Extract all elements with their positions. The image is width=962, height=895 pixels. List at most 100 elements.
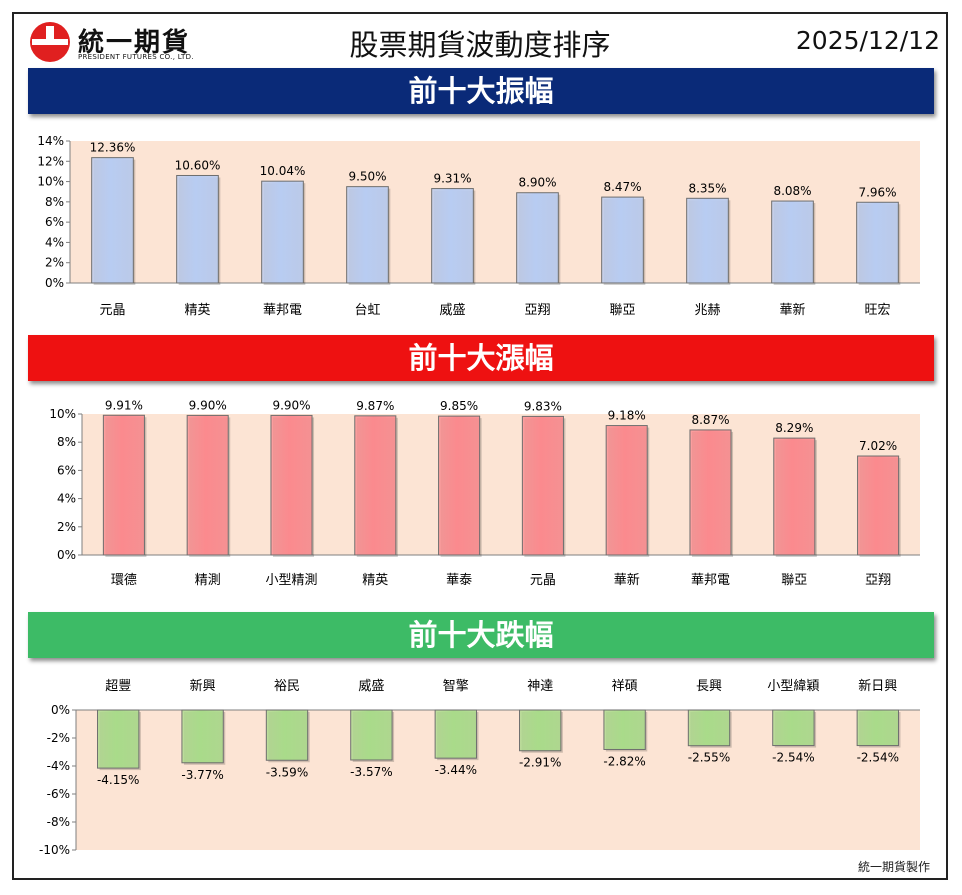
category-label: 精英 [184,303,210,318]
data-label: 9.85% [440,399,478,413]
loss-section-banner: 前十大跌幅 [28,612,934,658]
bar-loss-1 [181,709,224,764]
bar-range-0 [91,157,134,284]
bar-range-9 [856,201,899,284]
category-label: 旺宏 [864,303,890,318]
category-label: 華泰 [446,573,472,588]
gain-chart: 0% 2% 4% 6% 8% 10% 9.91% 環德 9.90% 精測 9.90% 小型精測 9.87… [49,398,920,588]
bar-range-1 [176,174,219,284]
page-title: 股票期貨波動度排序 [349,28,611,62]
category-label: 環德 [111,573,137,588]
data-label: -2.82% [603,754,645,768]
category-label: 威盛 [358,679,384,694]
y-tick-label: -2% [47,731,70,745]
y-tick-label: 14% [37,134,64,148]
data-label: 10.60% [175,158,221,172]
category-label: 新興 [190,678,216,694]
category-label: 小型緯穎 [767,679,819,694]
report-date: 2025/12/12 [795,26,940,55]
bar-gain-6 [605,425,648,556]
data-label: 10.04% [260,164,306,178]
y-tick-label: 0% [57,548,76,562]
category-label: 兆赫 [694,303,720,318]
y-tick-label: 4% [57,492,76,506]
bar-gain-3 [354,415,397,556]
category-label: 威盛 [439,303,465,318]
data-label: 7.96% [858,185,896,199]
category-label: 華新 [614,572,640,588]
category-label: 智擎 [443,679,469,694]
category-label: 長興 [696,679,722,694]
logo-chinese-name: 統一期貨 [78,28,191,58]
data-label: -3.77% [181,768,223,782]
logo-english-name: PRESIDENT FUTURES CO., LTD. [78,53,194,61]
y-tick-label: 8% [57,435,76,449]
data-label: -3.44% [435,763,477,777]
category-label: 神達 [527,679,553,694]
data-label: 8.47% [603,180,641,194]
data-label: 8.87% [691,413,729,427]
gain-section-banner: 前十大漲幅 [28,335,934,381]
bar-gain-7 [689,429,732,556]
bar-loss-3 [350,709,393,761]
data-label: -2.54% [772,751,814,765]
data-label: 8.29% [775,421,813,435]
data-label: 9.91% [105,398,143,412]
company-logo: 統一期貨 PRESIDENT FUTURES CO., LTD. [28,20,228,64]
category-label: 華邦電 [691,573,730,588]
category-label: 華新 [779,302,805,318]
bar-range-5 [516,192,559,284]
category-label: 新日興 [858,678,897,694]
y-tick-label: 0% [45,276,64,290]
category-label: 小型精測 [265,573,317,588]
y-tick-label: -10% [39,843,70,857]
y-tick-label: 4% [45,235,64,249]
bar-gain-4 [438,415,481,556]
data-label: 9.18% [608,409,646,423]
data-label: 9.90% [189,398,227,412]
y-tick-label: 12% [37,154,64,168]
bar-gain-2 [270,414,313,556]
bar-gain-8 [773,437,816,556]
bar-range-8 [771,200,814,284]
y-tick-label: 10% [49,407,76,421]
y-tick-label: -6% [47,787,70,801]
y-tick-label: 6% [45,215,64,229]
bar-gain-0 [102,414,145,556]
category-label: 聯亞 [609,303,635,318]
report-frame [12,12,948,880]
data-label: -3.59% [266,765,308,779]
y-tick-label: 6% [57,463,76,477]
data-label: 9.50% [348,170,386,184]
y-tick-label: 2% [45,256,64,270]
bar-loss-0 [97,709,140,769]
bar-range-7 [686,197,729,284]
range-chart: 0% 2% 4% 6% 8% 10% 12% 14% 12.36% 元晶 10.60% 精英 10.04… [37,134,920,318]
category-label: 超豐 [105,679,131,694]
range-section-banner: 前十大振幅 [28,68,934,114]
bar-loss-4 [434,709,477,759]
bar-loss-7 [687,709,731,747]
logo-emblem-icon [30,22,70,62]
data-label: -2.55% [688,751,730,765]
data-label: 9.90% [272,398,310,412]
bar-gain-1 [186,414,229,556]
data-label: 12.36% [90,141,136,155]
bar-range-4 [431,188,474,284]
data-label: 9.83% [524,399,562,413]
data-label: -3.57% [350,765,392,779]
bar-gain-5 [521,415,564,556]
category-label: 裕民 [274,679,300,694]
category-label: 亞翔 [865,573,891,588]
bar-range-6 [601,196,644,284]
category-label: 元晶 [530,573,556,588]
category-label: 亞翔 [524,303,550,318]
y-tick-label: -8% [47,815,70,829]
y-tick-label: 8% [45,195,64,209]
category-label: 精英 [362,573,388,588]
category-label: 聯亞 [781,573,807,588]
loss-chart: 0% -2% -4% -6% -8% -10% -4.15% 超豐 -3.77% 新興 -3.59%… [39,678,920,857]
data-label: 8.35% [688,181,726,195]
data-label: 9.31% [433,172,471,186]
y-tick-label: -4% [47,759,70,773]
